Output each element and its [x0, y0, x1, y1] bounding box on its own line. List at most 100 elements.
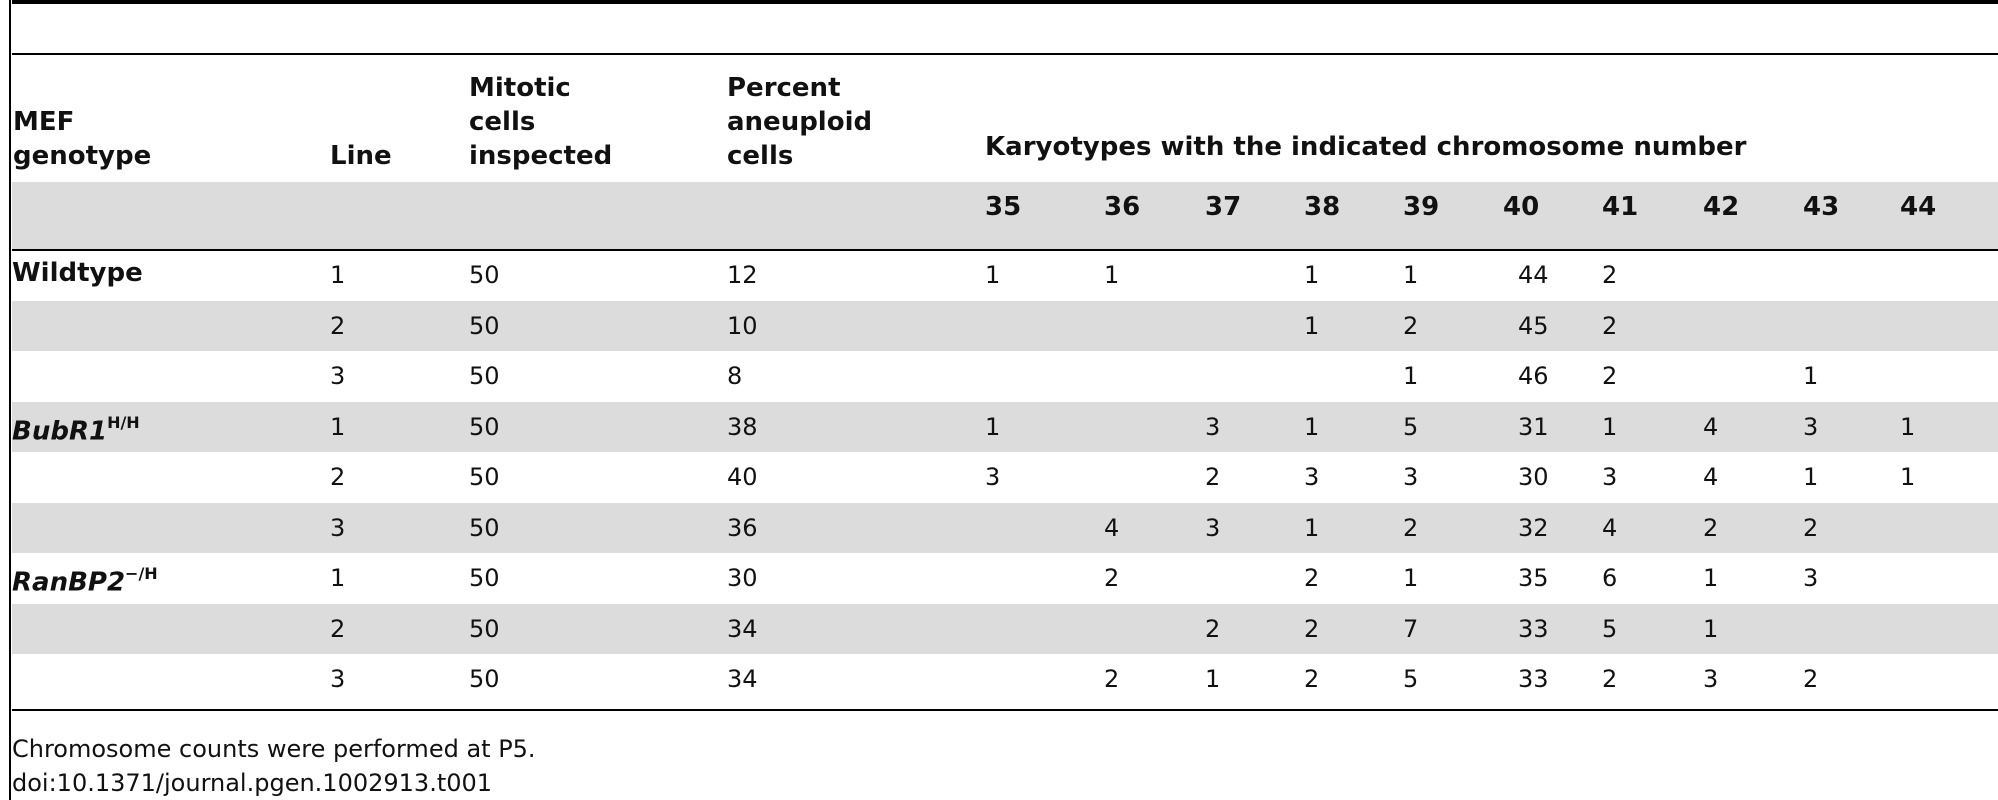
karyotype-count-cell: 1	[1304, 312, 1320, 340]
bottom-rule	[12, 709, 1998, 711]
mitotic-cell: 50	[469, 665, 500, 693]
line-cell: 3	[330, 665, 346, 693]
genotype-cell: RanBP2−/H	[12, 559, 158, 600]
karyotype-count-cell: 3	[1803, 413, 1819, 441]
chromosome-number-header: 43	[1803, 192, 1840, 222]
left-border	[9, 0, 11, 800]
karyotype-count-cell: 2	[1803, 665, 1819, 693]
karyotype-count-cell: 2	[1703, 514, 1719, 542]
karyotype-count-cell: 1	[985, 261, 1001, 289]
karyotype-count-cell: 3	[1403, 463, 1419, 491]
mitotic-cell: 50	[469, 514, 500, 542]
genotype-superscript: H/H	[107, 413, 140, 432]
footnote-doi: doi:10.1371/journal.pgen.1002913.t001	[12, 769, 493, 797]
karyotype-count-cell: 2	[1602, 362, 1618, 390]
karyotype-count-cell: 3	[1703, 665, 1719, 693]
line-cell: 3	[330, 514, 346, 542]
mitotic-cell: 50	[469, 362, 500, 390]
karyotype-count-cell: 45	[1518, 312, 1549, 340]
karyotype-count-cell: 4	[1104, 514, 1120, 542]
header-percent: Percent aneuploid cells	[727, 73, 873, 171]
percent-cell: 38	[727, 413, 758, 441]
karyotype-count-cell: 2	[1403, 514, 1419, 542]
karyotype-count-cell: 1	[1803, 463, 1819, 491]
karyotype-count-cell: 46	[1518, 362, 1549, 390]
percent-cell: 10	[727, 312, 758, 340]
mitotic-cell: 50	[469, 564, 500, 592]
genotype-name: Wildtype	[12, 258, 143, 288]
karyotype-count-cell: 1	[1304, 514, 1320, 542]
karyotype-count-cell: 2	[1104, 665, 1120, 693]
header-mitotic: Mitotic cells inspected	[469, 73, 613, 171]
chromosome-number-header: 35	[985, 192, 1022, 222]
karyotype-count-cell: 1	[1304, 413, 1320, 441]
karyotype-count-cell: 3	[1602, 463, 1618, 491]
karyotype-count-cell: 2	[1104, 564, 1120, 592]
karyotype-count-cell: 1	[1900, 463, 1916, 491]
chromosome-number-header: 38	[1304, 192, 1341, 222]
karyotype-count-cell: 3	[985, 463, 1001, 491]
genotype-superscript: −/H	[125, 564, 158, 583]
row-band-6	[12, 503, 1998, 553]
genotype-name: BubR1	[12, 416, 108, 447]
top-rule	[12, 0, 1998, 4]
karyotype-count-cell: 1	[1703, 564, 1719, 592]
karyotype-count-cell: 1	[1703, 615, 1719, 643]
percent-cell: 36	[727, 514, 758, 542]
karyotype-count-cell: 44	[1518, 261, 1549, 289]
line-cell: 2	[330, 463, 346, 491]
chromosome-number-header: 42	[1703, 192, 1740, 222]
percent-cell: 34	[727, 615, 758, 643]
karyotype-count-cell: 1	[1403, 261, 1419, 289]
karyotype-count-cell: 3	[1205, 413, 1221, 441]
karyotype-count-cell: 1	[1602, 413, 1618, 441]
mitotic-cell: 50	[469, 463, 500, 491]
karyotype-count-cell: 5	[1403, 413, 1419, 441]
karyotype-count-cell: 7	[1403, 615, 1419, 643]
karyotype-count-cell: 2	[1304, 615, 1320, 643]
percent-cell: 30	[727, 564, 758, 592]
header-genotype: MEF genotype	[13, 107, 152, 171]
karyotype-count-cell: 5	[1403, 665, 1419, 693]
chromosome-number-header: 44	[1900, 192, 1937, 222]
line-cell: 1	[330, 564, 346, 592]
line-cell: 1	[330, 413, 346, 441]
karyotype-count-cell: 1	[1403, 564, 1419, 592]
karyotype-count-cell: 6	[1602, 564, 1618, 592]
karyotype-count-cell: 2	[1205, 615, 1221, 643]
karyotype-count-cell: 2	[1602, 665, 1618, 693]
row-band-8	[12, 604, 1998, 654]
karyotype-count-cell: 1	[1205, 665, 1221, 693]
chromosome-number-header: 37	[1205, 192, 1242, 222]
karyotype-count-cell: 2	[1602, 312, 1618, 340]
karyotype-count-cell: 33	[1518, 615, 1549, 643]
karyotype-count-cell: 4	[1602, 514, 1618, 542]
karyotype-count-cell: 1	[1104, 261, 1120, 289]
line-cell: 3	[330, 362, 346, 390]
karyotype-count-cell: 5	[1602, 615, 1618, 643]
chromosome-number-header: 36	[1104, 192, 1141, 222]
subheader-rule	[12, 249, 1998, 251]
karyotype-count-cell: 1	[985, 413, 1001, 441]
chromosome-number-header: 41	[1602, 192, 1639, 222]
karyotype-count-cell: 31	[1518, 413, 1549, 441]
karyotype-count-cell: 2	[1602, 261, 1618, 289]
chromosome-number-header: 40	[1503, 192, 1540, 222]
karyotype-count-cell: 1	[1304, 261, 1320, 289]
percent-cell: 8	[727, 362, 743, 390]
karyotype-count-cell: 1	[1403, 362, 1419, 390]
karyotype-count-cell: 35	[1518, 564, 1549, 592]
karyotype-count-cell: 1	[1803, 362, 1819, 390]
mitotic-cell: 50	[469, 413, 500, 441]
karyotype-count-cell: 3	[1803, 564, 1819, 592]
mitotic-cell: 50	[469, 261, 500, 289]
karyotype-count-cell: 4	[1703, 463, 1719, 491]
genotype-cell: Wildtype	[12, 256, 143, 290]
mitotic-cell: 50	[469, 312, 500, 340]
karyotype-count-cell: 3	[1304, 463, 1320, 491]
row-band-4	[12, 402, 1998, 452]
header-karyotypes: Karyotypes with the indicated chromosome…	[985, 132, 1747, 162]
line-cell: 2	[330, 312, 346, 340]
mitotic-cell: 50	[469, 615, 500, 643]
line-cell: 1	[330, 261, 346, 289]
